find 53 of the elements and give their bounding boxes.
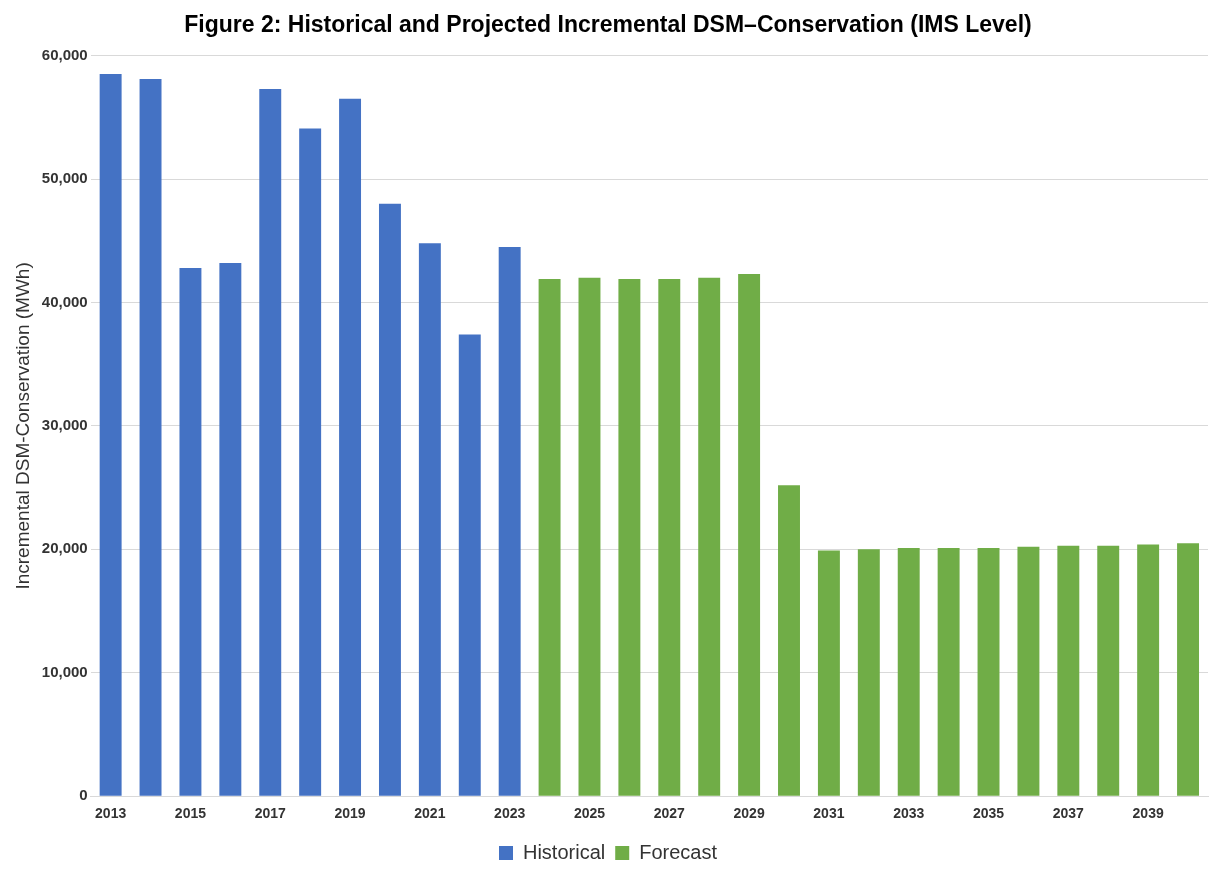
- bar: [139, 79, 162, 796]
- x-tick-label: 2035: [972, 805, 1005, 822]
- x-tick-label: 2027: [653, 805, 686, 822]
- x-tick-label: 2033: [893, 805, 925, 822]
- x-tick-label: 2015: [174, 805, 207, 822]
- bar: [658, 279, 681, 796]
- bar: [179, 267, 202, 796]
- bar: [817, 550, 840, 796]
- bar: [378, 203, 401, 796]
- x-tick-label: 2031: [813, 805, 845, 822]
- bar: [578, 277, 601, 796]
- bar: [99, 74, 122, 796]
- y-tick-label: 60,000: [41, 45, 88, 63]
- bar: [259, 88, 282, 796]
- bar: [738, 274, 761, 796]
- y-tick-label: 40,000: [41, 292, 88, 310]
- y-axis-title: Incremental DSM-Conservation (MWh): [11, 262, 33, 590]
- x-tick-label: 2037: [1052, 805, 1085, 822]
- x-tick-label: 2013: [95, 805, 127, 822]
- bar: [1137, 544, 1160, 796]
- bar: [1177, 543, 1200, 796]
- bar: [219, 262, 242, 796]
- y-tick-label: 30,000: [41, 416, 88, 434]
- y-tick-label: 50,000: [41, 169, 88, 187]
- bar: [458, 334, 481, 796]
- bar: [857, 549, 880, 796]
- bar: [339, 98, 362, 796]
- bar: [778, 485, 800, 796]
- bar: [418, 243, 441, 796]
- x-tick-label: 2019: [334, 805, 366, 822]
- bar: [698, 277, 721, 796]
- x-tick-label: 2029: [733, 805, 765, 822]
- y-tick-label: 10,000: [41, 662, 88, 680]
- x-tick-label: 2025: [573, 805, 606, 822]
- bar: [538, 279, 561, 796]
- bar: [1097, 545, 1120, 796]
- legend-label: Forecast: [639, 840, 718, 863]
- bar: [937, 548, 960, 796]
- bar: [1017, 546, 1040, 796]
- x-tick-label: 2017: [254, 805, 287, 822]
- legend-label: Historical: [522, 840, 606, 863]
- chart-title: Figure 2: Historical and Projected Incremental DSM–Conservation (IMS Level): [184, 11, 1032, 38]
- bar: [977, 548, 1000, 796]
- bar: [618, 279, 641, 796]
- bar: [498, 246, 521, 796]
- x-tick-label: 2021: [414, 805, 446, 822]
- x-tick-label: 2039: [1132, 805, 1164, 822]
- y-tick-label: 0: [79, 786, 88, 804]
- bar: [897, 548, 920, 796]
- bar: [299, 128, 322, 796]
- x-tick-label: 2023: [494, 805, 526, 822]
- y-tick-label: 20,000: [41, 539, 88, 557]
- bar: [1057, 545, 1080, 796]
